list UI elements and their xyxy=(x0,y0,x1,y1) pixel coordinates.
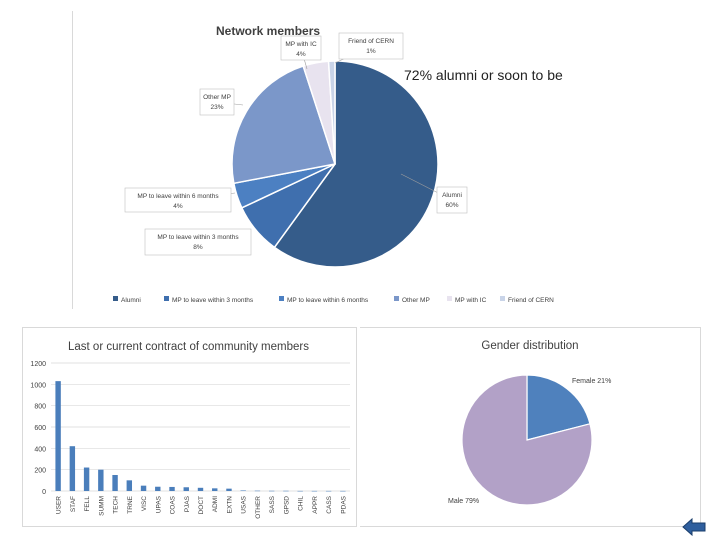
label-value-alumni: 60% xyxy=(445,202,458,209)
legend-label-mp-with-ic: MP with IC xyxy=(455,297,487,304)
contract-bar-chart-panel: Last or current contract of community me… xyxy=(22,327,357,527)
bar-extn xyxy=(226,488,232,491)
bar-upas xyxy=(155,486,161,491)
x-tick-label-extn: EXTN xyxy=(226,496,233,514)
x-tick-label-staf: STAF xyxy=(70,496,77,512)
bar-sass xyxy=(268,490,275,492)
pie-slice-alumni xyxy=(273,60,439,268)
label-value-mp-to-leave-within-3-months: 8% xyxy=(193,244,203,251)
x-tick-label-appr: APPR xyxy=(312,496,319,514)
gender-pie-chart: Gender distribution Female 21% Male 79% xyxy=(448,340,611,506)
label-box-friend-of-cern xyxy=(338,32,404,60)
y-tick-label-200: 200 xyxy=(34,468,46,475)
label-name-alumni: Alumni xyxy=(442,192,462,199)
label-box-mp-with-ic xyxy=(280,35,322,61)
legend-swatch-mp-to-leave-within-3-months xyxy=(164,296,169,301)
bar-staf xyxy=(69,446,76,491)
legend-label-friend-of-cern: Friend of CERN xyxy=(508,297,554,304)
x-tick-label-chil: CHIL xyxy=(298,496,305,511)
bar-summ xyxy=(98,469,104,491)
y-tick-label-1200: 1200 xyxy=(30,361,46,368)
label-name-mp-to-leave-within-6-months: MP to leave within 6 months xyxy=(137,193,219,200)
y-tick-label-800: 800 xyxy=(34,404,46,411)
legend-label-mp-to-leave-within-6-months: MP to leave within 6 months xyxy=(287,297,369,304)
bar-doct xyxy=(197,487,204,491)
x-tick-label-admi: ADMI xyxy=(212,496,219,512)
bar-tech xyxy=(112,475,118,491)
x-tick-label-summ: SUMM xyxy=(98,496,105,516)
x-tick-label-trne: TRNE xyxy=(127,495,134,513)
x-tick-label-doct: DOCT xyxy=(198,496,205,514)
x-tick-label-sass: SASS xyxy=(269,495,276,513)
gender-chart-panel: Gender distribution Female 21% Male 79% xyxy=(360,327,701,527)
x-tick-label-pdas: PDAS xyxy=(340,495,347,513)
bar-usas xyxy=(240,490,246,491)
contract-chart-title: Last or current contract of community me… xyxy=(68,341,309,353)
network-chart-title: Network members xyxy=(216,24,320,38)
label-box-mp-to-leave-within-3-months xyxy=(144,228,252,256)
gender-chart-title: Gender distribution xyxy=(481,340,578,352)
back-arrow-icon[interactable] xyxy=(682,517,706,537)
bar-pjas xyxy=(183,487,189,491)
x-tick-label-other: OTHER xyxy=(255,496,262,519)
gender-label-female: Female 21% xyxy=(572,378,611,385)
label-value-mp-to-leave-within-6-months: 4% xyxy=(173,203,183,210)
x-tick-label-usas: USAS xyxy=(241,495,248,513)
y-tick-label-1000: 1000 xyxy=(30,382,46,389)
label-value-mp-with-ic: 4% xyxy=(296,51,306,58)
x-tick-label-pjas: PJAS xyxy=(184,495,191,512)
gender-slice-male xyxy=(461,374,593,506)
x-tick-label-user: USER xyxy=(56,496,63,514)
bar-gpsd xyxy=(283,490,289,492)
bar-coas xyxy=(169,486,175,491)
pie-slice-friend-of-cern xyxy=(327,60,336,165)
bar-user xyxy=(55,381,61,491)
x-tick-label-visc: VISC xyxy=(141,496,148,511)
legend-swatch-mp-to-leave-within-6-months xyxy=(279,296,284,301)
label-box-other-mp xyxy=(199,88,235,116)
label-value-other-mp: 23% xyxy=(210,104,223,111)
x-tick-label-cass: CASS xyxy=(326,495,333,513)
bar-visc xyxy=(140,485,147,491)
legend-label-alumni: Alumni xyxy=(121,297,141,304)
x-tick-label-coas: COAS xyxy=(170,495,177,514)
bar-appr xyxy=(311,490,318,492)
label-name-mp-to-leave-within-3-months: MP to leave within 3 months xyxy=(157,234,239,241)
network-members-chart-panel: Network members Alumni 60% MP to leave with… xyxy=(72,11,594,309)
legend-swatch-alumni xyxy=(113,296,118,301)
bar-fell xyxy=(83,467,90,491)
bar-chil xyxy=(297,490,303,492)
bar-other xyxy=(254,490,261,492)
label-box-mp-to-leave-within-6-months xyxy=(124,187,232,213)
gender-slice-female xyxy=(526,374,591,441)
gender-label-male: Male 79% xyxy=(448,498,479,505)
pie-slice-other-mp xyxy=(231,65,336,185)
contract-bar-chart: Last or current contract of community me… xyxy=(30,341,350,519)
y-tick-label-600: 600 xyxy=(34,425,46,432)
label-name-mp-with-ic: MP with IC xyxy=(285,41,317,48)
y-tick-label-400: 400 xyxy=(34,446,46,453)
x-tick-label-tech: TECH xyxy=(113,496,120,514)
x-tick-label-upas: UPAS xyxy=(155,495,162,513)
bar-trne xyxy=(126,480,133,491)
x-tick-label-gpsd: GPSD xyxy=(283,496,290,515)
legend-swatch-friend-of-cern xyxy=(500,296,505,301)
alumni-callout-text: 72% alumni or soon to be xyxy=(404,67,563,83)
label-name-friend-of-cern: Friend of CERN xyxy=(348,38,394,45)
y-tick-label-0: 0 xyxy=(42,489,46,496)
legend-swatch-mp-with-ic xyxy=(447,296,452,301)
legend-label-other-mp: Other MP xyxy=(402,297,430,304)
legend-swatch-other-mp xyxy=(394,296,399,301)
bar-cass xyxy=(325,490,332,492)
legend-label-mp-to-leave-within-3-months: MP to leave within 3 months xyxy=(172,297,254,304)
x-tick-label-fell: FELL xyxy=(84,496,91,512)
label-box-alumni xyxy=(436,186,468,214)
network-members-pie-chart: Network members Alumni 60% MP to leave with… xyxy=(113,24,554,304)
label-name-other-mp: Other MP xyxy=(203,94,231,101)
bar-pdas xyxy=(340,490,346,492)
label-value-friend-of-cern: 1% xyxy=(366,48,376,55)
bar-admi xyxy=(212,488,218,491)
